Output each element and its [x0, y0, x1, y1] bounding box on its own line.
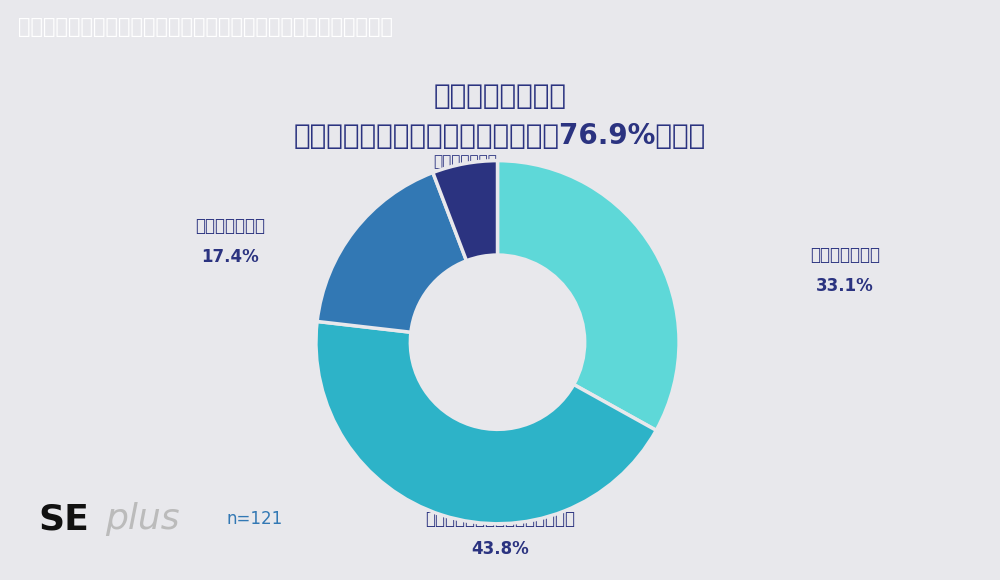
Text: 17.4%: 17.4%: [201, 248, 259, 266]
Text: どちらかといえばやっておくべきと76.9%が回答: どちらかといえばやっておくべきと76.9%が回答: [294, 122, 706, 150]
Text: 33.1%: 33.1%: [816, 277, 874, 295]
Text: SE: SE: [38, 502, 89, 536]
Text: やる必要はない: やる必要はない: [433, 155, 497, 169]
Text: どちらかといえばやっておくべき: どちらかといえばやっておくべき: [425, 510, 575, 528]
Text: 5.8%: 5.8%: [444, 185, 486, 200]
Wedge shape: [433, 161, 497, 261]
Text: やっておくべき・: やっておくべき・: [434, 82, 566, 110]
Wedge shape: [497, 161, 679, 430]
Text: n=121: n=121: [227, 510, 283, 528]
Text: どちらでもよい: どちらでもよい: [195, 216, 265, 234]
Text: 内定期間の学習について、新人研修受講中の今どのように考えるか: 内定期間の学習について、新人研修受講中の今どのように考えるか: [18, 17, 393, 37]
Text: やっておくべき: やっておくべき: [810, 246, 880, 264]
Wedge shape: [316, 321, 656, 524]
Text: 43.8%: 43.8%: [471, 541, 529, 559]
Wedge shape: [317, 172, 466, 332]
Text: plus: plus: [105, 502, 180, 536]
